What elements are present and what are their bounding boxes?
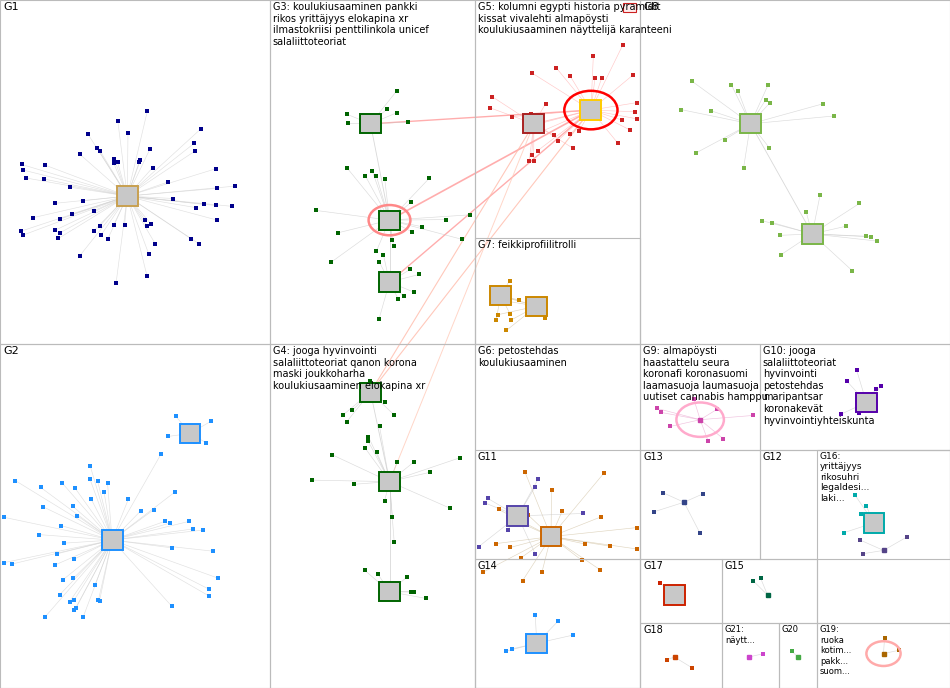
Text: G7: feikkiprofiilitrolli: G7: feikkiprofiilitrolli [478, 240, 576, 250]
FancyBboxPatch shape [379, 272, 400, 292]
Text: G6: petostehdas
koulukiusaaminen: G6: petostehdas koulukiusaaminen [478, 346, 567, 367]
FancyBboxPatch shape [102, 530, 123, 550]
FancyBboxPatch shape [379, 211, 400, 230]
FancyBboxPatch shape [379, 582, 400, 601]
FancyBboxPatch shape [623, 3, 636, 12]
FancyBboxPatch shape [360, 114, 381, 133]
Text: G20: G20 [782, 625, 799, 634]
Bar [0, 0, 270, 344]
Bar [270, 0, 475, 344]
Text: G8: G8 [643, 2, 659, 12]
Bar [475, 450, 640, 559]
Bar [475, 559, 640, 688]
Text: G18: G18 [643, 625, 663, 636]
Bar [475, 344, 640, 688]
Bar [640, 450, 760, 559]
Text: G10: jooga
salaliittoteoriat
hyvinvointi
petostehdas
maripantsar
koronakevät
hyv: G10: jooga salaliittoteoriat hyvinvointi… [763, 346, 874, 426]
Text: G11: G11 [478, 452, 498, 462]
Bar [760, 344, 950, 450]
Text: G17: G17 [643, 561, 663, 571]
Text: G1: G1 [4, 2, 19, 12]
Text: G5: kolumni egypti historia pyramidit
kissat vivalehti almapöysti
koulukiusaamin: G5: kolumni egypti historia pyramidit ki… [478, 2, 672, 35]
Bar [270, 344, 475, 688]
FancyBboxPatch shape [740, 114, 761, 133]
Bar [640, 559, 722, 623]
Text: G9: almapöysti
haastattelu seura
koronafi koronasuomi
laamasuoja laumasuoja
uuti: G9: almapöysti haastattelu seura koronaf… [643, 346, 768, 402]
Bar [722, 623, 779, 688]
Text: G21:
näytt...: G21: näytt... [725, 625, 754, 645]
Text: G12: G12 [763, 452, 783, 462]
Bar [640, 344, 760, 450]
Bar [817, 623, 950, 688]
Bar [817, 450, 950, 623]
FancyBboxPatch shape [379, 472, 400, 491]
FancyBboxPatch shape [490, 286, 511, 305]
Text: G13: G13 [643, 452, 663, 462]
FancyBboxPatch shape [541, 527, 561, 546]
Bar [760, 450, 950, 559]
FancyBboxPatch shape [856, 393, 877, 412]
Bar [779, 623, 817, 688]
Text: G19:
ruoka
kotim...
pakk...
suom...: G19: ruoka kotim... pakk... suom... [820, 625, 851, 676]
FancyBboxPatch shape [664, 585, 685, 605]
FancyBboxPatch shape [360, 383, 381, 402]
FancyBboxPatch shape [802, 224, 823, 244]
Text: G2: G2 [4, 346, 20, 356]
FancyBboxPatch shape [580, 100, 601, 120]
Bar [0, 344, 270, 688]
FancyBboxPatch shape [507, 506, 528, 526]
Bar [722, 559, 817, 623]
FancyBboxPatch shape [523, 114, 544, 133]
FancyBboxPatch shape [526, 634, 547, 653]
Bar [640, 0, 950, 344]
Bar [475, 0, 640, 344]
FancyBboxPatch shape [526, 297, 547, 316]
FancyBboxPatch shape [864, 513, 884, 533]
Text: G4: jooga hyvinvointi
salaliittoteoriat qanon korona
maski joukkoharha
koulukius: G4: jooga hyvinvointi salaliittoteoriat … [273, 346, 425, 391]
Text: G16:
yrittäjyys
rikosuhri
legaldesi...
laki...: G16: yrittäjyys rikosuhri legaldesi... l… [820, 452, 869, 503]
FancyBboxPatch shape [117, 186, 138, 206]
Text: G3: koulukiusaaminen pankki
rikos yrittäjyys elokapina xr
ilmastokriisi penttili: G3: koulukiusaaminen pankki rikos yrittä… [273, 2, 428, 47]
Bar [640, 623, 722, 688]
Text: G14: G14 [478, 561, 498, 571]
Text: G15: G15 [725, 561, 745, 571]
Bar [475, 238, 640, 344]
FancyBboxPatch shape [180, 424, 200, 443]
